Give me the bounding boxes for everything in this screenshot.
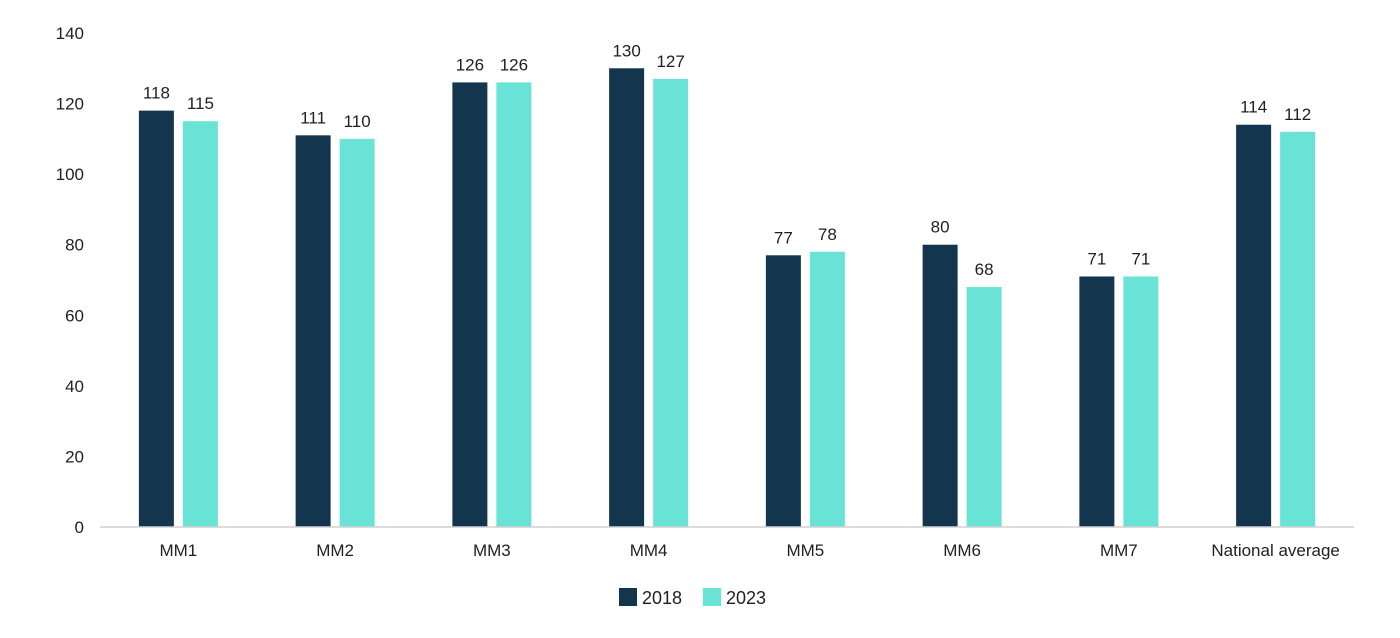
y-tick-label: 60 xyxy=(65,306,84,325)
data-label: 110 xyxy=(344,112,371,131)
bar-2018-mm4 xyxy=(609,68,645,528)
y-tick-label: 80 xyxy=(65,236,84,255)
bar-2018-mm7 xyxy=(1079,276,1115,527)
x-category-label: MM3 xyxy=(473,541,511,560)
data-label: 80 xyxy=(931,218,950,237)
y-tick-label: 0 xyxy=(75,518,84,537)
x-category-label: MM7 xyxy=(1100,541,1138,560)
y-tick-label: 120 xyxy=(56,95,84,114)
legend-swatch-2023 xyxy=(703,588,721,606)
x-category-label: MM4 xyxy=(630,541,668,560)
bar-2023-national-average xyxy=(1280,131,1316,528)
bars-group xyxy=(138,68,1316,528)
legend-label-2018: 2018 xyxy=(642,588,682,608)
bar-2023-mm2 xyxy=(339,138,375,527)
bar-2018-mm6 xyxy=(922,244,958,527)
data-label: 77 xyxy=(774,228,793,247)
x-category-label: MM1 xyxy=(159,541,197,560)
data-label: 127 xyxy=(656,52,684,71)
x-axis: MM1 MM2 MM3 MM4 MM5 MM6 MM7 National average xyxy=(159,541,1339,560)
data-labels-group: 118 115 111 110 126 126 130 127 77 78 80 68 71 71 114 1… xyxy=(143,41,1311,279)
bar-2018-national-average xyxy=(1236,124,1272,527)
bar-2018-mm3 xyxy=(452,82,488,528)
data-label: 118 xyxy=(143,84,170,103)
data-label: 130 xyxy=(612,41,640,60)
x-category-label: MM5 xyxy=(786,541,824,560)
legend-label-2023: 2023 xyxy=(726,588,766,608)
bar-2018-mm1 xyxy=(138,110,174,527)
y-tick-label: 100 xyxy=(56,165,84,184)
data-label: 111 xyxy=(300,108,326,127)
legend: 2018 2023 xyxy=(619,588,766,608)
data-label: 115 xyxy=(187,94,214,113)
y-tick-label: 20 xyxy=(65,447,84,466)
y-tick-label: 140 xyxy=(56,24,84,43)
x-category-label: MM6 xyxy=(943,541,981,560)
bar-2018-mm5 xyxy=(765,255,801,528)
data-label: 126 xyxy=(456,55,484,74)
data-label: 68 xyxy=(975,260,994,279)
data-label: 71 xyxy=(1131,249,1150,268)
bar-2023-mm3 xyxy=(496,82,532,528)
data-label: 71 xyxy=(1087,249,1106,268)
bar-2023-mm4 xyxy=(653,78,689,527)
bar-2023-mm1 xyxy=(182,121,218,527)
bar-2023-mm6 xyxy=(966,287,1002,527)
data-label: 78 xyxy=(818,225,837,244)
bar-2023-mm5 xyxy=(809,251,845,527)
data-label: 126 xyxy=(500,55,528,74)
y-tick-label: 40 xyxy=(65,377,84,396)
x-category-label: National average xyxy=(1211,541,1340,560)
data-label: 112 xyxy=(1284,105,1311,124)
bar-2023-mm7 xyxy=(1123,276,1159,527)
x-category-label: MM2 xyxy=(316,541,354,560)
data-label: 114 xyxy=(1240,98,1267,117)
bar-2018-mm2 xyxy=(295,135,331,528)
y-axis: 0 20 40 60 80 100 120 140 xyxy=(56,24,84,537)
legend-swatch-2018 xyxy=(619,588,637,606)
